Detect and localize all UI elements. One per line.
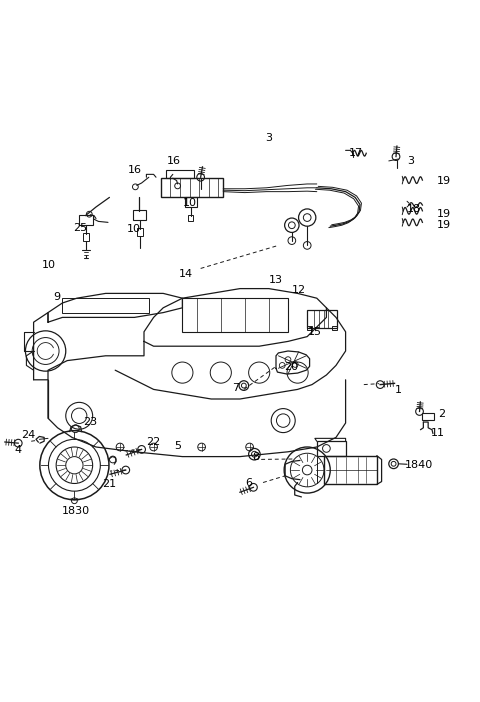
Bar xyxy=(166,170,194,178)
Text: 11: 11 xyxy=(431,428,445,437)
Text: 5: 5 xyxy=(174,441,181,451)
Text: 10: 10 xyxy=(42,260,56,270)
Bar xyxy=(161,178,223,197)
Text: 16: 16 xyxy=(127,164,142,175)
Text: 24: 24 xyxy=(21,430,35,439)
Text: 12: 12 xyxy=(291,284,306,295)
Text: 19: 19 xyxy=(436,208,451,219)
Text: 3: 3 xyxy=(407,157,414,166)
Text: 22: 22 xyxy=(146,437,161,447)
Text: 6: 6 xyxy=(245,479,252,489)
Text: 9: 9 xyxy=(53,292,60,303)
Text: 2: 2 xyxy=(438,409,445,419)
Bar xyxy=(307,310,337,328)
Bar xyxy=(62,298,149,312)
Text: 19: 19 xyxy=(436,176,451,186)
Text: 21: 21 xyxy=(102,479,117,489)
Text: 1: 1 xyxy=(395,385,402,395)
Text: 3: 3 xyxy=(265,133,272,143)
Bar xyxy=(332,326,337,330)
Bar xyxy=(422,413,434,420)
Text: 10: 10 xyxy=(126,224,141,234)
Text: 1830: 1830 xyxy=(62,506,90,516)
Text: 4: 4 xyxy=(15,445,22,455)
Text: 10: 10 xyxy=(182,198,197,208)
Bar xyxy=(182,298,288,332)
Text: 15: 15 xyxy=(307,327,322,337)
Text: 8: 8 xyxy=(252,451,259,462)
Bar xyxy=(137,228,143,236)
Bar xyxy=(79,215,93,225)
Text: 13: 13 xyxy=(268,275,283,285)
Text: 14: 14 xyxy=(179,269,193,279)
Bar xyxy=(185,197,197,207)
Text: 23: 23 xyxy=(83,417,97,427)
Text: 7: 7 xyxy=(232,383,239,393)
Text: 18: 18 xyxy=(407,204,421,214)
Text: 1840: 1840 xyxy=(405,461,432,470)
Bar xyxy=(83,233,89,241)
Text: 25: 25 xyxy=(73,223,88,233)
Bar xyxy=(188,215,193,221)
Text: 20: 20 xyxy=(284,362,299,372)
Text: 16: 16 xyxy=(167,157,181,166)
Bar xyxy=(317,442,346,456)
Bar xyxy=(133,210,146,220)
Bar xyxy=(324,456,377,484)
Text: 19: 19 xyxy=(436,220,451,230)
Text: 17: 17 xyxy=(349,148,363,158)
Bar xyxy=(307,326,312,330)
